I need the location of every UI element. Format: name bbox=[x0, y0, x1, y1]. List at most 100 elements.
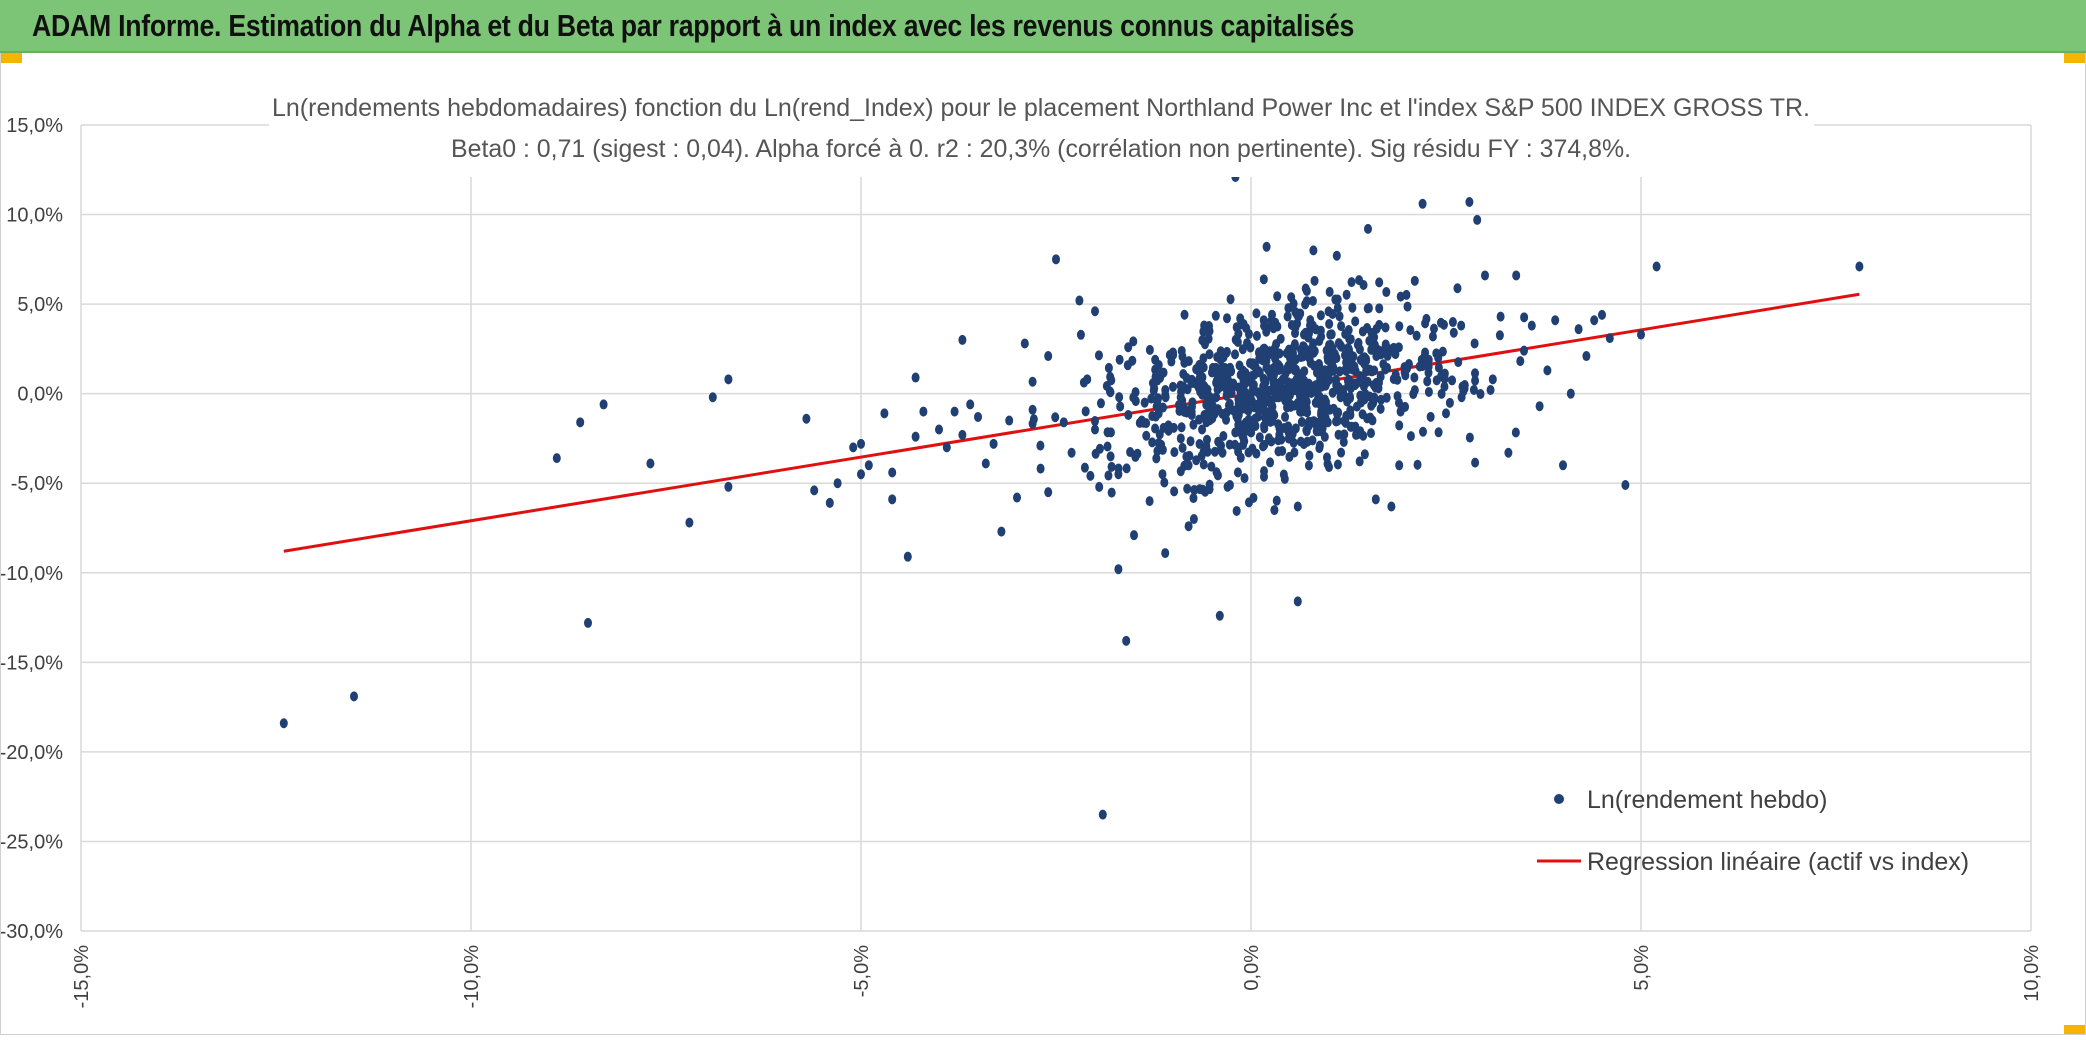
data-point bbox=[1328, 343, 1337, 354]
data-point bbox=[1330, 352, 1339, 363]
y-tick-label: -5,0% bbox=[11, 473, 63, 495]
data-point bbox=[1293, 501, 1302, 512]
data-point bbox=[1448, 375, 1457, 386]
data-point bbox=[1436, 317, 1445, 328]
regression-line bbox=[283, 292, 1860, 553]
data-point bbox=[1145, 344, 1154, 355]
data-point bbox=[1186, 436, 1195, 447]
data-point bbox=[1317, 377, 1326, 388]
data-point bbox=[1335, 311, 1344, 322]
data-point bbox=[1232, 505, 1241, 516]
data-point bbox=[1473, 214, 1482, 225]
data-point bbox=[1395, 460, 1404, 471]
data-point bbox=[1434, 352, 1443, 363]
data-point bbox=[1334, 429, 1343, 440]
data-point bbox=[1471, 368, 1480, 379]
data-point bbox=[1293, 309, 1302, 320]
data-point bbox=[1286, 352, 1294, 363]
x-tick-label: 5,0% bbox=[1631, 945, 1653, 991]
data-point bbox=[1476, 389, 1485, 400]
data-point bbox=[1028, 376, 1037, 387]
data-point bbox=[1270, 505, 1279, 516]
data-point bbox=[1366, 412, 1375, 423]
corner-accent-left bbox=[0, 53, 22, 63]
data-point bbox=[1329, 365, 1338, 376]
data-point bbox=[1182, 451, 1191, 462]
data-point bbox=[1403, 363, 1411, 374]
data-point bbox=[1257, 401, 1266, 412]
data-point bbox=[1211, 310, 1220, 321]
data-point bbox=[1223, 481, 1232, 492]
y-tick-label: -25,0% bbox=[1, 831, 63, 853]
data-point bbox=[1247, 378, 1256, 389]
data-point bbox=[888, 494, 897, 505]
data-point bbox=[825, 497, 834, 508]
data-point bbox=[1148, 378, 1157, 389]
data-point bbox=[1470, 338, 1479, 349]
data-point bbox=[857, 438, 865, 449]
data-point bbox=[1333, 303, 1342, 314]
data-point bbox=[1259, 387, 1268, 398]
data-point bbox=[1187, 378, 1196, 389]
data-point bbox=[1260, 423, 1269, 434]
data-point bbox=[1308, 295, 1317, 306]
data-point bbox=[1341, 417, 1350, 428]
data-point bbox=[1259, 440, 1268, 451]
data-point bbox=[1369, 380, 1378, 391]
data-point bbox=[1059, 417, 1068, 428]
data-point bbox=[1274, 435, 1283, 446]
data-point bbox=[1322, 397, 1331, 408]
legend-label-points: Ln(rendement hebdo) bbox=[1587, 786, 1827, 814]
data-point bbox=[1114, 469, 1123, 480]
data-point bbox=[1334, 407, 1343, 418]
data-point bbox=[1304, 419, 1313, 430]
data-point bbox=[1276, 333, 1285, 344]
data-point bbox=[935, 424, 943, 435]
data-point bbox=[1486, 385, 1495, 396]
data-point bbox=[1158, 469, 1167, 480]
data-point bbox=[1559, 460, 1567, 471]
chart-area: -15,0% -10,0% -5,0% 0,0% 5,0% 10,0% 15,0% 10,0… bbox=[0, 53, 2086, 1035]
data-point bbox=[1345, 333, 1354, 344]
data-point bbox=[1346, 405, 1355, 416]
data-point bbox=[1130, 530, 1138, 541]
data-point bbox=[1154, 360, 1163, 371]
data-point bbox=[1161, 548, 1170, 559]
data-point bbox=[1096, 398, 1105, 409]
data-point bbox=[1511, 427, 1520, 438]
data-point bbox=[1262, 326, 1271, 337]
data-point bbox=[1314, 426, 1323, 437]
data-point bbox=[1320, 365, 1329, 376]
data-point bbox=[1158, 368, 1167, 379]
data-point bbox=[1255, 347, 1264, 358]
data-point bbox=[1231, 427, 1240, 438]
data-point bbox=[1259, 315, 1268, 326]
data-point bbox=[1189, 493, 1198, 504]
data-point bbox=[1247, 388, 1256, 399]
data-point bbox=[974, 411, 982, 422]
data-point bbox=[1424, 386, 1433, 397]
data-point bbox=[1231, 349, 1240, 360]
y-tick-label: 15,0% bbox=[6, 115, 63, 137]
data-point bbox=[1154, 408, 1163, 419]
data-point bbox=[1036, 440, 1045, 451]
data-point bbox=[1424, 361, 1433, 372]
data-point bbox=[1454, 357, 1463, 368]
data-point bbox=[1465, 432, 1474, 443]
data-point bbox=[1574, 324, 1583, 335]
data-point bbox=[1306, 357, 1315, 368]
data-point bbox=[1419, 426, 1428, 437]
data-point bbox=[708, 392, 717, 403]
data-point bbox=[1339, 437, 1348, 448]
data-point bbox=[1266, 416, 1275, 427]
data-point bbox=[1445, 397, 1454, 408]
data-point bbox=[1376, 403, 1385, 414]
data-point bbox=[1566, 388, 1575, 399]
data-point bbox=[1005, 415, 1014, 426]
x-tick-label: -10,0% bbox=[461, 945, 483, 1009]
data-point bbox=[1296, 406, 1305, 417]
data-point bbox=[1177, 422, 1186, 433]
x-tick-label: -15,0% bbox=[71, 945, 93, 1009]
data-point bbox=[1543, 365, 1552, 376]
data-point bbox=[1395, 321, 1404, 332]
